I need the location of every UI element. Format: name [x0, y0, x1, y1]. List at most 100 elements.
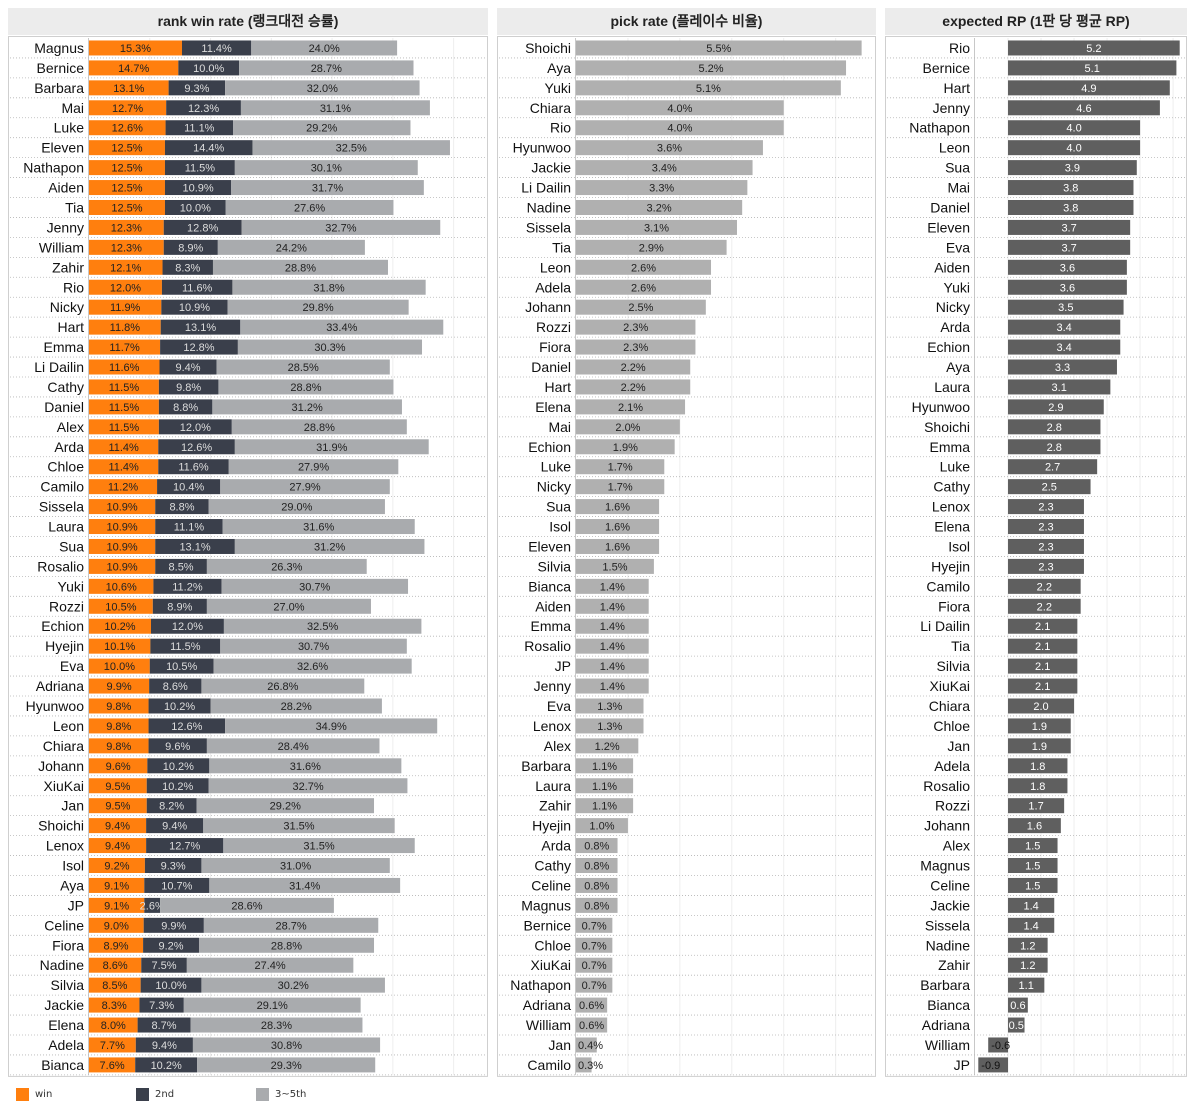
panel-1-data-label: 26.8%: [267, 681, 298, 693]
panel-1-data-label: 8.0%: [101, 1020, 126, 1032]
panel-1-bar-2nd: [163, 239, 218, 255]
panel-1-data-label: 11.6%: [182, 282, 213, 294]
panel-1-bar-2nd: [164, 180, 232, 196]
panel-2-category-label: Tia: [552, 239, 571, 255]
panel-1-data-label: 10.2%: [164, 701, 195, 713]
panel-2-category-label: Jan: [548, 1037, 571, 1053]
panel-3-title: expected RP (1판 당 평균 RP): [942, 13, 1129, 29]
panel-1-data-label: 9.4%: [105, 821, 130, 833]
panel-2-data-label: 1.3%: [597, 721, 622, 733]
panel-1-bar-win: [89, 877, 145, 893]
panel-1-bar-2nd: [143, 937, 199, 953]
panel-1-bar-2nd: [162, 259, 213, 275]
panel-1-data-label: 12.7%: [169, 841, 200, 853]
panel-3-bar: [1008, 259, 1127, 275]
panel-3-category-label: Sua: [945, 160, 970, 176]
panel-2-bar: [576, 818, 628, 834]
panel-1-bar-win: [89, 798, 147, 814]
panel-2-category-label: Mai: [548, 419, 571, 435]
panel-2-data-label: 1.5%: [602, 561, 627, 573]
panel-1-bar-win: [89, 658, 150, 674]
panel-1-data-label: 24.0%: [309, 43, 340, 55]
panel-3-category-label: Elena: [934, 519, 970, 535]
panel-3-bar: [1008, 698, 1075, 714]
panel-2-data-label: 1.3%: [597, 701, 622, 713]
panel-1-bar-win: [89, 499, 156, 515]
panel-2-bar: [576, 618, 649, 634]
panel-2-bar: [576, 519, 660, 535]
panel-1-category-label: Yuki: [58, 578, 84, 594]
panel-3-data-label: 1.1: [1019, 980, 1034, 992]
panel-3-data-label: 2.8: [1047, 422, 1062, 434]
panel-1-data-label: 30.3%: [314, 342, 345, 354]
panel-3-data-label: 1.2: [1020, 960, 1035, 972]
panel-1-bar-3-5th: [212, 259, 388, 275]
panel-3-bar: [1008, 738, 1071, 754]
panel-1-bar-3-5th: [251, 40, 398, 56]
panel-1-bar-2nd: [146, 838, 224, 854]
panel-2-data-label: 0.8%: [584, 861, 609, 873]
panel-1-data-label: 11.6%: [178, 462, 209, 474]
legend-swatch-win: [16, 1087, 29, 1101]
panel-1-bar-2nd: [161, 299, 228, 315]
panel-3-bar: [1008, 997, 1028, 1013]
panel-3-category-label: Nathapon: [909, 120, 970, 136]
panel-1-bar-3-5th: [206, 558, 367, 574]
panel-2-bar: [576, 439, 675, 455]
panel-1-bar-3-5th: [212, 399, 402, 415]
panel-2-bar: [576, 219, 737, 235]
panel-2-data-label: 2.6%: [631, 282, 656, 294]
panel-2-category-label: Aiden: [535, 598, 571, 614]
panel-1-bar-3-5th: [252, 140, 450, 156]
panel-1-data-label: 8.9%: [167, 601, 192, 613]
panel-1-data-label: 10.2%: [163, 761, 194, 773]
panel-3-bar: [1008, 239, 1131, 255]
panel-1-bar-3-5th: [234, 538, 425, 554]
panel-1-data-label: 10.0%: [180, 202, 211, 214]
panel-1-bar-3-5th: [210, 698, 382, 714]
panel-3-category-label: Adriana: [922, 1017, 970, 1033]
panel-2-category-label: Chiara: [530, 100, 571, 116]
panel-1-data-label: 10.0%: [193, 63, 224, 75]
panel-2-data-label: 3.6%: [657, 143, 682, 155]
panel-1-category-label: Hyunwoo: [26, 698, 85, 714]
panel-1-bar-win: [89, 279, 162, 295]
panel-3-bar: [1008, 658, 1078, 674]
panel-2-data-label: 1.1%: [592, 761, 617, 773]
panel-1-bar-3-5th: [234, 439, 429, 455]
panel-1-data-label: 8.9%: [104, 940, 129, 952]
panel-1-bar-2nd: [155, 519, 223, 535]
panel-1-data-label: 31.2%: [292, 402, 323, 414]
panel-2-bar: [576, 778, 634, 794]
panel-2-bar: [576, 299, 706, 315]
panel-3-data-label: 3.9: [1065, 163, 1080, 175]
panel-1-bar-2nd: [149, 678, 202, 694]
panel-1-bar-3-5th: [183, 997, 361, 1013]
panel-1-bar-2nd: [158, 459, 229, 475]
panel-3-category-label: Alex: [943, 838, 970, 854]
panel-1-data-label: 8.8%: [173, 402, 198, 414]
panel-1-bar-2nd: [144, 897, 161, 913]
panel-1-bar-3-5th: [221, 578, 409, 594]
panel-3-data-label: 2.3: [1038, 522, 1053, 534]
panel-1-data-label: 32.5%: [307, 621, 338, 633]
panel-1-bar-2nd: [146, 778, 209, 794]
panel-1-bar-2nd: [141, 957, 187, 973]
panel-2-category-label: Johann: [525, 299, 571, 315]
panel-1-bar-win: [89, 718, 149, 734]
panel-3-data-label: 3.8: [1063, 183, 1078, 195]
panel-1-bar-3-5th: [203, 917, 379, 933]
panel-3-category-label: Nicky: [936, 299, 970, 315]
panel-2-category-label: Leon: [540, 259, 571, 275]
panel-1-category-label: Jan: [61, 798, 84, 814]
panel-1-bar-3-5th: [209, 758, 402, 774]
panel-1-bar-3-5th: [203, 818, 395, 834]
panel-2-bar: [576, 957, 613, 973]
panel-1-bar-win: [89, 100, 167, 116]
panel-1-bar-win: [89, 120, 166, 136]
panel-3-bar: [1008, 60, 1177, 76]
panel-1-bar-3-5th: [208, 499, 385, 515]
panel-2-category-label: Laura: [535, 778, 571, 794]
panel-1-bar-3-5th: [217, 239, 365, 255]
panel-1-bar-win: [89, 578, 154, 594]
